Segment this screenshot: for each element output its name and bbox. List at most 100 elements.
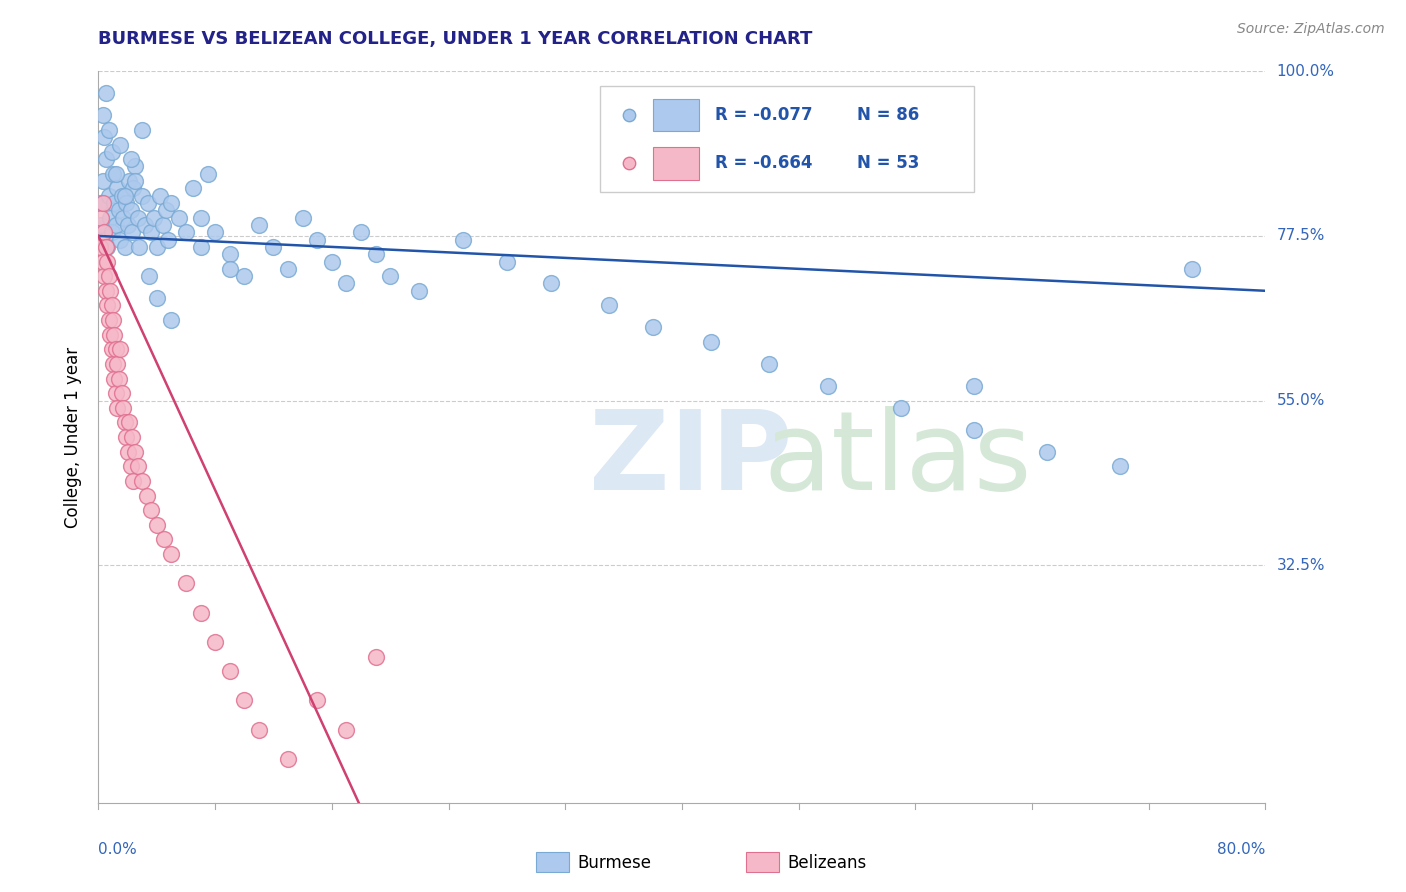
- Point: [114, 188, 136, 202]
- Point: [90, 218, 112, 232]
- Point: [157, 233, 180, 247]
- Point: [114, 240, 136, 254]
- Point: [758, 357, 780, 371]
- Point: [94, 87, 117, 101]
- Point: [122, 474, 145, 488]
- Text: ZIP: ZIP: [589, 406, 792, 513]
- Point: [153, 533, 176, 547]
- Point: [103, 196, 125, 211]
- Point: [962, 423, 984, 437]
- Point: [110, 137, 132, 152]
- Point: [104, 218, 127, 232]
- Point: [112, 211, 135, 225]
- Point: [380, 269, 402, 284]
- Point: [100, 298, 122, 312]
- Point: [598, 298, 620, 312]
- Point: [817, 379, 839, 393]
- Point: [233, 693, 256, 707]
- Point: [94, 152, 117, 166]
- Point: [540, 277, 562, 291]
- Point: [139, 225, 162, 239]
- Point: [174, 225, 197, 239]
- Point: [307, 693, 329, 707]
- Point: [100, 145, 122, 159]
- Point: [138, 269, 160, 284]
- Text: N = 53: N = 53: [858, 154, 920, 172]
- Point: [134, 218, 156, 232]
- Point: [94, 284, 117, 298]
- Text: 100.0%: 100.0%: [1277, 64, 1334, 78]
- Point: [104, 386, 127, 401]
- Point: [96, 298, 118, 312]
- Point: [114, 416, 136, 430]
- Point: [641, 320, 664, 334]
- Point: [111, 386, 134, 401]
- Point: [751, 108, 773, 122]
- Point: [1108, 459, 1130, 474]
- Point: [120, 152, 142, 166]
- Point: [146, 240, 169, 254]
- Point: [121, 225, 143, 239]
- Point: [307, 233, 329, 247]
- Point: [103, 327, 125, 342]
- Point: [115, 196, 138, 211]
- Point: [97, 269, 120, 284]
- Y-axis label: College, Under 1 year: College, Under 1 year: [63, 346, 82, 528]
- Point: [120, 203, 142, 218]
- Point: [131, 123, 153, 137]
- Point: [152, 218, 174, 232]
- Point: [139, 503, 162, 517]
- Point: [127, 211, 149, 225]
- Point: [124, 160, 146, 174]
- Point: [247, 218, 270, 232]
- Point: [117, 218, 139, 232]
- Point: [105, 181, 128, 195]
- Point: [101, 313, 124, 327]
- Point: [364, 247, 387, 261]
- Point: [408, 284, 430, 298]
- Point: [1181, 261, 1204, 276]
- Point: [149, 188, 172, 202]
- Point: [90, 211, 112, 225]
- Point: [103, 371, 125, 385]
- Point: [160, 196, 183, 211]
- Point: [122, 181, 145, 195]
- Point: [247, 723, 270, 737]
- Point: [350, 225, 373, 239]
- Point: [1035, 444, 1057, 458]
- Bar: [747, 852, 779, 872]
- Point: [142, 211, 165, 225]
- Point: [101, 167, 124, 181]
- Point: [100, 343, 122, 357]
- Point: [94, 240, 117, 254]
- Point: [117, 444, 139, 458]
- Bar: [536, 852, 568, 872]
- Point: [98, 327, 121, 342]
- Point: [96, 240, 118, 254]
- Point: [118, 416, 141, 430]
- Point: [98, 284, 121, 298]
- Point: [108, 371, 131, 385]
- Point: [135, 489, 157, 503]
- Text: R = -0.077: R = -0.077: [714, 105, 813, 124]
- Point: [218, 664, 240, 678]
- Point: [291, 211, 314, 225]
- Point: [160, 547, 183, 561]
- Point: [100, 225, 122, 239]
- Point: [204, 635, 226, 649]
- Point: [190, 240, 212, 254]
- Point: [218, 247, 240, 261]
- Point: [124, 174, 146, 188]
- Text: Source: ZipAtlas.com: Source: ZipAtlas.com: [1237, 22, 1385, 37]
- Title: BURMESE VS BELIZEAN COLLEGE, UNDER 1 YEAR CORRELATION CHART: BURMESE VS BELIZEAN COLLEGE, UNDER 1 YEA…: [98, 29, 813, 47]
- Point: [105, 401, 128, 415]
- Point: [101, 357, 124, 371]
- Point: [112, 401, 135, 415]
- Point: [110, 233, 132, 247]
- Point: [890, 401, 912, 415]
- Point: [127, 459, 149, 474]
- Point: [120, 459, 142, 474]
- Point: [262, 240, 284, 254]
- Text: 80.0%: 80.0%: [1218, 842, 1265, 856]
- Point: [751, 156, 773, 170]
